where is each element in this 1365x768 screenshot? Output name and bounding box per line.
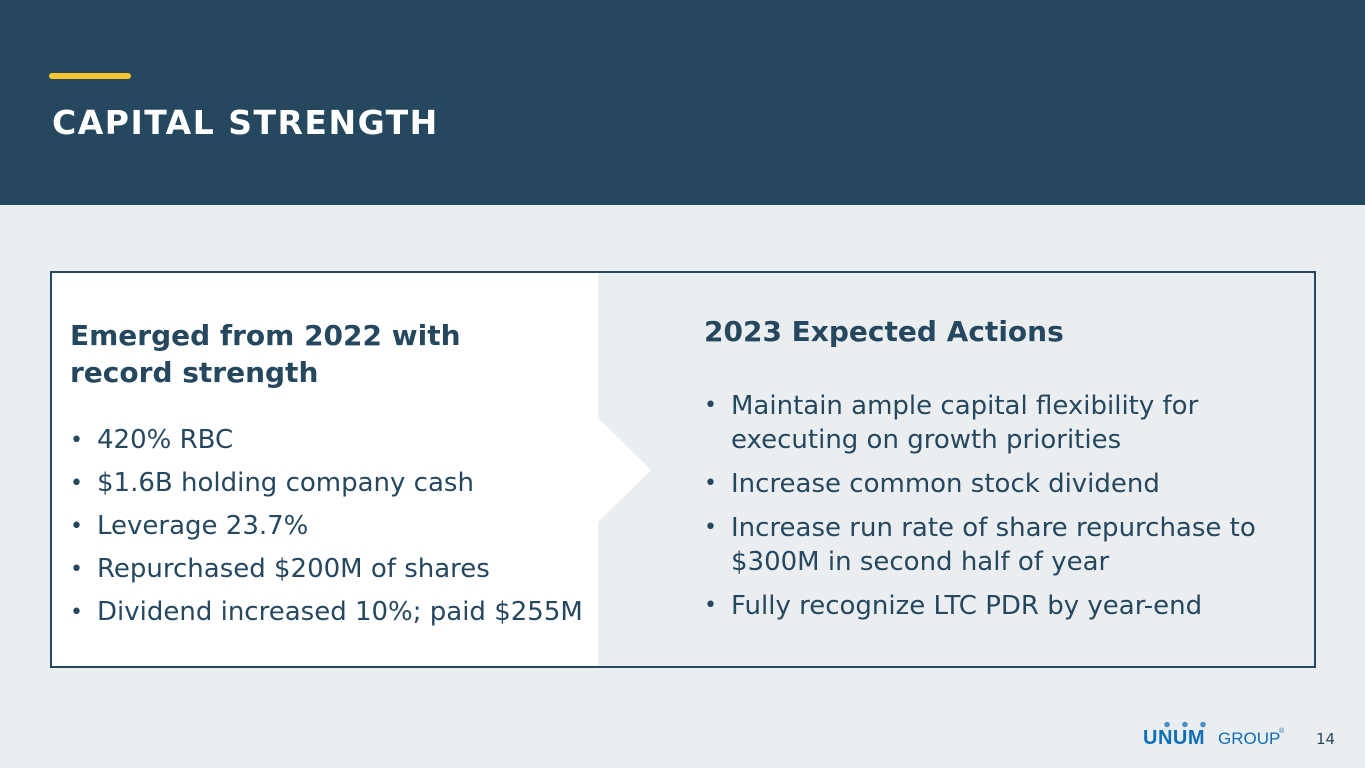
list-item-text: Fully recognize LTC PDR by year-end	[731, 591, 1203, 621]
bullet-icon: •	[704, 393, 717, 418]
list-item: • Dividend increased 10%; paid $255M	[70, 591, 600, 634]
list-item: • Leverage 23.7%	[70, 505, 600, 548]
unum-group-logo: UNUM GROUP ®	[1143, 721, 1285, 749]
list-item-text: Increase run rate of share repurchase to…	[731, 513, 1256, 577]
page-number: 14	[1316, 730, 1336, 748]
list-item: • Increase run rate of share repurchase t…	[704, 511, 1294, 579]
title-accent-bar	[49, 73, 131, 79]
bullet-icon: •	[70, 471, 83, 496]
list-item: • Increase common stock dividend	[704, 467, 1294, 501]
content-panel: Emerged from 2022 with record strength •…	[50, 271, 1316, 668]
logo-dot	[1200, 721, 1206, 728]
bullet-icon: •	[70, 557, 83, 582]
list-item: • Repurchased $200M of shares	[70, 548, 600, 591]
bullet-icon: •	[704, 471, 717, 496]
list-item-text: Increase common stock dividend	[731, 469, 1160, 499]
logo-wordmark-bold: UNUM	[1143, 727, 1205, 749]
logo-dot	[1182, 721, 1188, 728]
header-band: CAPITAL STRENGTH	[0, 0, 1365, 205]
list-item-text: Maintain ample capital flexibility for e…	[731, 391, 1199, 455]
left-heading: Emerged from 2022 with record strength	[70, 319, 461, 389]
right-bullet-list: • Maintain ample capital flexibility for …	[704, 389, 1294, 633]
logo-wordmark-light: GROUP	[1218, 729, 1280, 748]
bullet-icon: •	[704, 593, 717, 618]
logo-dot	[1164, 721, 1170, 728]
right-heading: 2023 Expected Actions	[704, 315, 1064, 348]
list-item-text: 420% RBC	[97, 425, 234, 455]
slide-title: CAPITAL STRENGTH	[52, 103, 439, 142]
bullet-icon: •	[70, 514, 83, 539]
chevron-arrow-icon	[598, 418, 651, 522]
bullet-icon: •	[704, 515, 717, 540]
left-bullet-list: • 420% RBC • $1.6B holding company cash • L…	[70, 419, 600, 634]
list-item: • Fully recognize LTC PDR by year-end	[704, 589, 1294, 623]
list-item: • 420% RBC	[70, 419, 600, 462]
list-item: • Maintain ample capital flexibility for …	[704, 389, 1294, 457]
left-column	[52, 273, 598, 666]
list-item-text: $1.6B holding company cash	[97, 468, 474, 498]
list-item-text: Leverage 23.7%	[97, 511, 309, 541]
list-item-text: Dividend increased 10%; paid $255M	[97, 597, 583, 627]
logo-registered-mark: ®	[1279, 727, 1285, 735]
list-item: • $1.6B holding company cash	[70, 462, 600, 505]
list-item-text: Repurchased $200M of shares	[97, 554, 490, 584]
bullet-icon: •	[70, 600, 83, 625]
bullet-icon: •	[70, 428, 83, 453]
